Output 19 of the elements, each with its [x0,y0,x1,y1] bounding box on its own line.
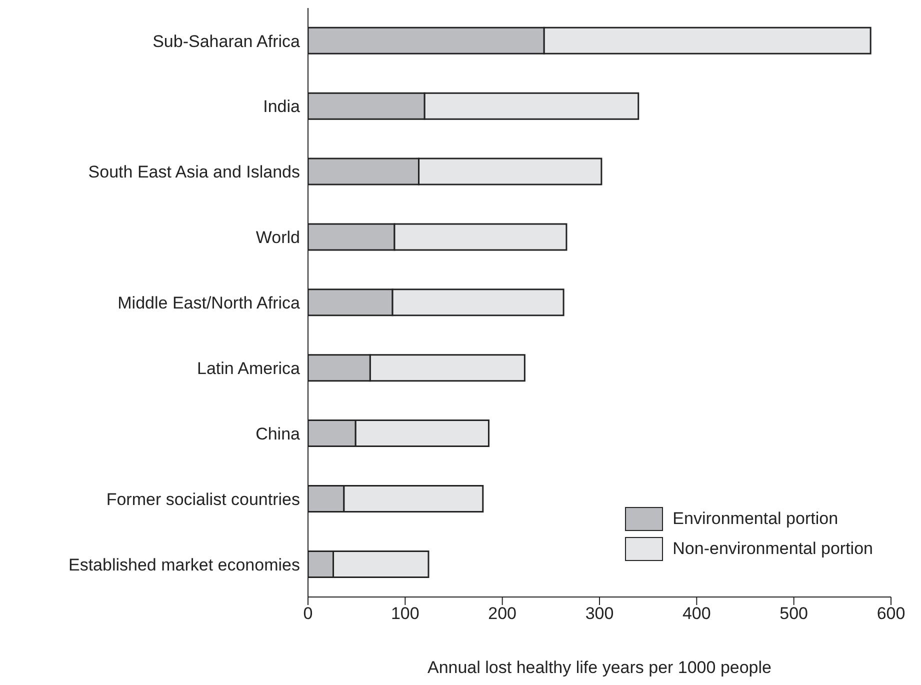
y-tick-label: Former socialist countries [106,490,300,509]
x-tick-label: 200 [488,604,517,624]
x-tick-label: 100 [390,604,420,624]
y-tick-label: Established market economies [68,555,300,574]
x-tick-label: 0 [303,604,313,624]
y-tick-label: China [256,424,301,444]
y-tick-label: South East Asia and Islands [88,162,300,182]
y-tick-label: Sub-Saharan Africa [152,32,301,51]
y-tick-label: India [263,97,301,116]
x-tick-label: 600 [876,604,906,624]
y-tick-label: Latin America [197,358,301,378]
legend-label: Non-environmental portion [672,538,873,560]
x-axis-title: Annual lost healthy life years per 1000 people [427,658,772,677]
x-tick-label: 500 [780,604,808,624]
y-tick-label: World [256,228,300,248]
legend-label: Environmental portion [672,508,840,530]
x-tick-label: 300 [585,604,614,624]
y-tick-label: Middle East/North Africa [118,294,301,313]
x-tick-label: 400 [682,604,711,624]
